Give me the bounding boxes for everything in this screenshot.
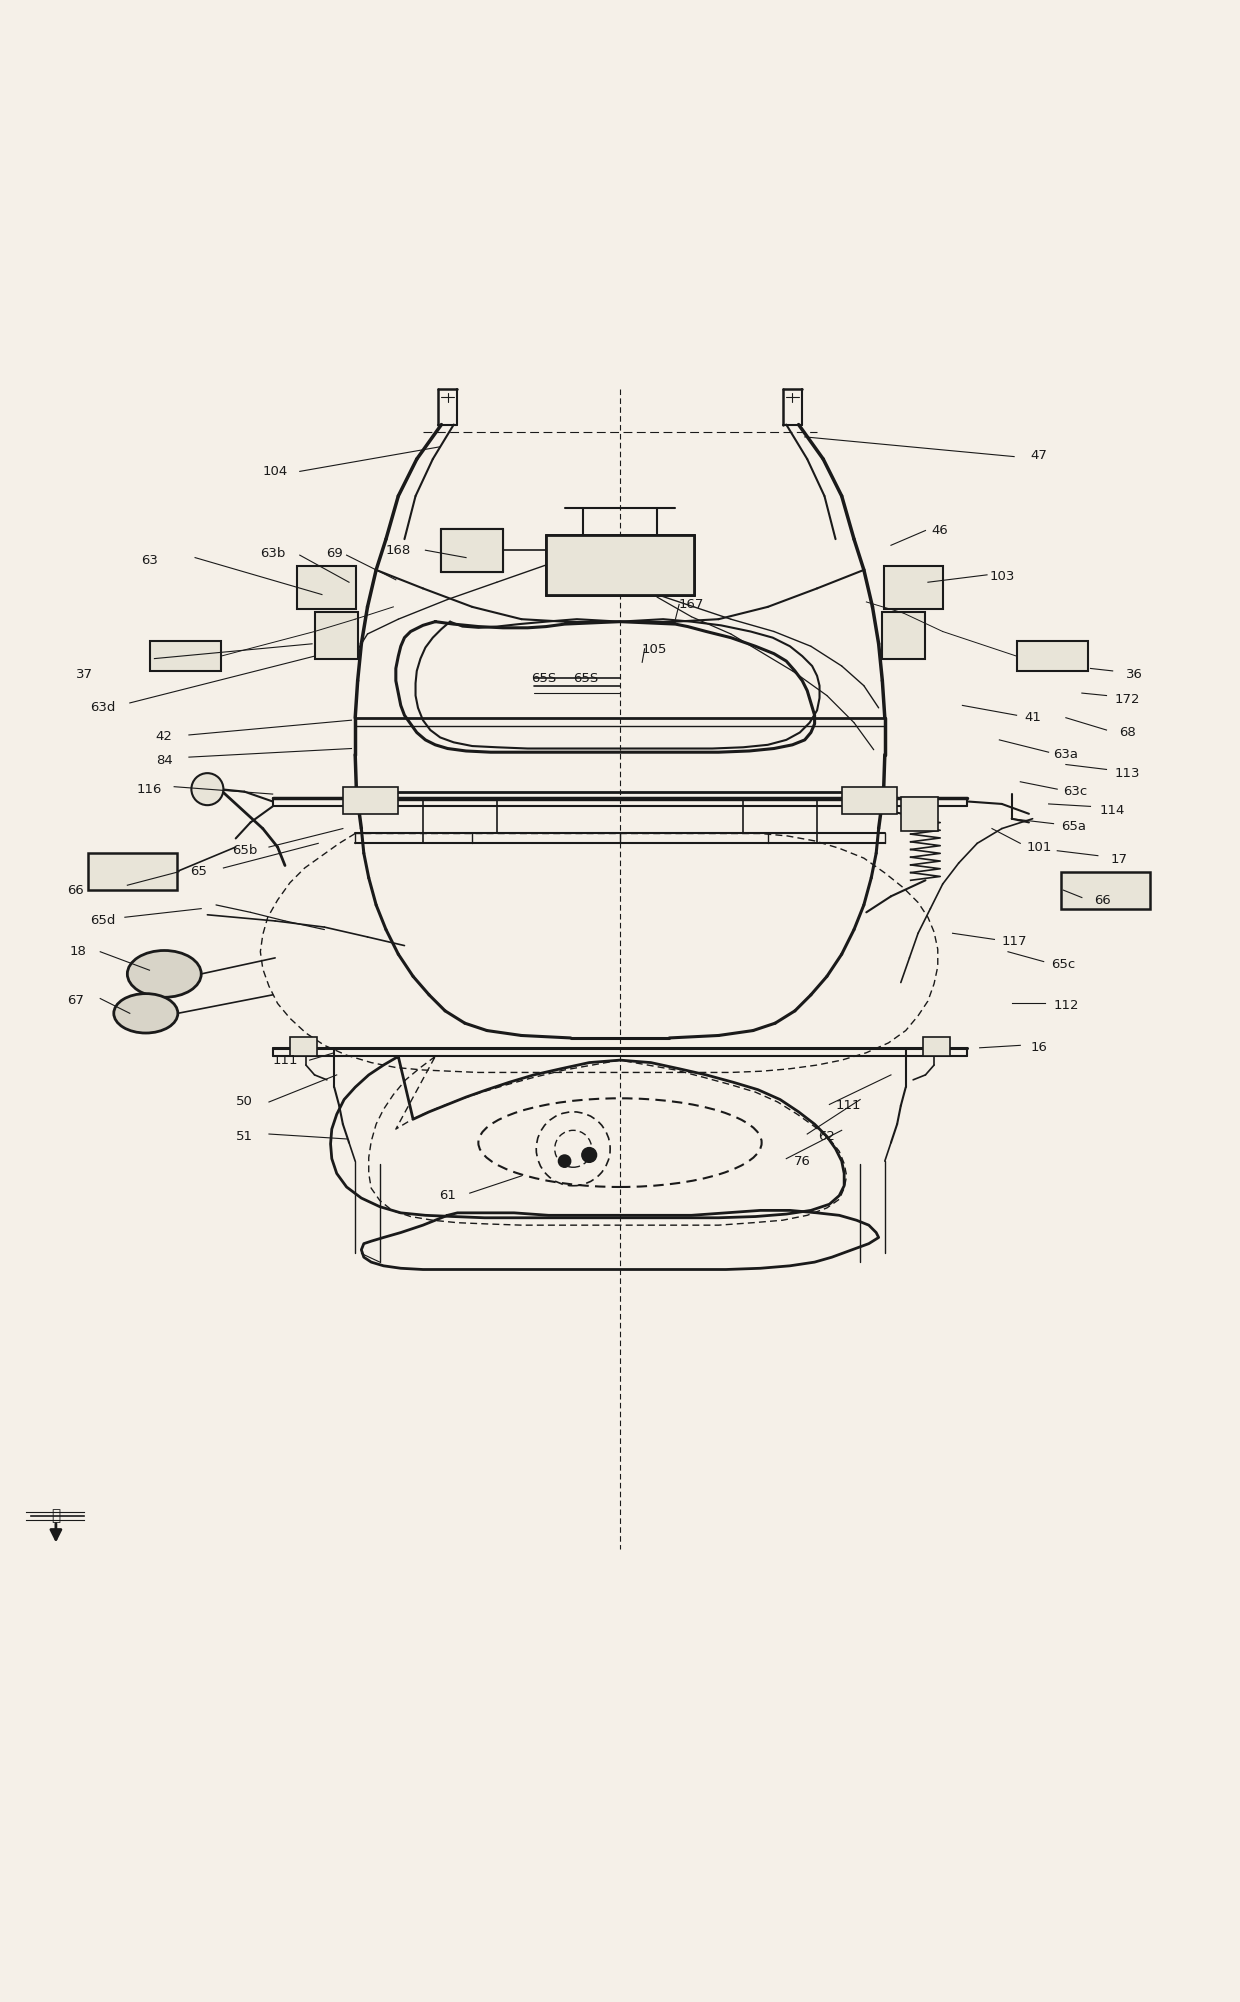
Text: 117: 117 [1002,935,1027,949]
Bar [298,567,356,609]
Text: 103: 103 [990,571,1014,583]
Text: 116: 116 [136,783,162,795]
Text: 101: 101 [1025,841,1052,853]
Text: 105: 105 [642,643,667,657]
Bar [884,567,942,609]
Text: 65c: 65c [1052,957,1075,971]
Bar [842,787,897,813]
Circle shape [582,1147,596,1163]
Text: 69: 69 [326,547,342,561]
Text: 46: 46 [931,525,949,537]
Text: 112: 112 [1053,999,1079,1013]
Bar [923,1037,950,1057]
Text: 17: 17 [1110,853,1127,865]
Bar [290,1037,317,1057]
Text: 67: 67 [67,995,84,1007]
Text: 76: 76 [794,1155,811,1167]
Text: 114: 114 [1100,803,1126,817]
Text: 65a: 65a [1060,819,1086,833]
Bar [1061,871,1149,909]
Text: 47: 47 [1030,448,1048,462]
Bar [1017,641,1087,671]
Text: 104: 104 [263,464,288,478]
Text: 37: 37 [76,669,93,681]
Text: 111: 111 [273,1053,298,1067]
Text: 113: 113 [1115,767,1141,779]
Text: 65b: 65b [232,845,257,857]
Text: 42: 42 [156,729,172,743]
Text: 63: 63 [141,555,157,567]
Bar [150,641,221,671]
Text: 62: 62 [818,1129,836,1143]
Bar [88,853,176,891]
Circle shape [191,773,223,805]
Text: 65: 65 [190,865,207,879]
Ellipse shape [128,951,201,997]
Text: 50: 50 [236,1095,253,1109]
Text: 68: 68 [1118,727,1136,739]
Text: 41: 41 [1024,711,1042,725]
Bar [315,613,357,659]
Text: 111: 111 [835,1099,861,1113]
Text: 51: 51 [236,1129,253,1143]
Bar [343,787,398,813]
Text: 63a: 63a [1053,749,1079,761]
Text: 84: 84 [156,755,172,767]
Ellipse shape [114,993,177,1033]
Text: 36: 36 [1126,669,1143,681]
Bar [900,797,937,831]
FancyBboxPatch shape [441,529,503,573]
FancyBboxPatch shape [546,535,694,595]
Text: 65S: 65S [573,673,598,685]
Text: 172: 172 [1115,693,1141,707]
Text: 63b: 63b [260,547,285,561]
Text: 65S: 65S [531,673,557,685]
Text: 61: 61 [439,1189,456,1201]
Text: 65d: 65d [91,915,115,927]
Text: 167: 167 [678,599,704,611]
Text: 16: 16 [1030,1041,1048,1055]
Text: 66: 66 [67,883,84,897]
Text: 66: 66 [1095,893,1111,907]
Circle shape [558,1155,570,1167]
Text: 168: 168 [386,545,410,557]
Bar [883,613,925,659]
Text: 63c: 63c [1064,785,1087,799]
Text: 前: 前 [51,1508,61,1524]
Text: 18: 18 [69,945,87,959]
Text: 63d: 63d [91,701,115,715]
